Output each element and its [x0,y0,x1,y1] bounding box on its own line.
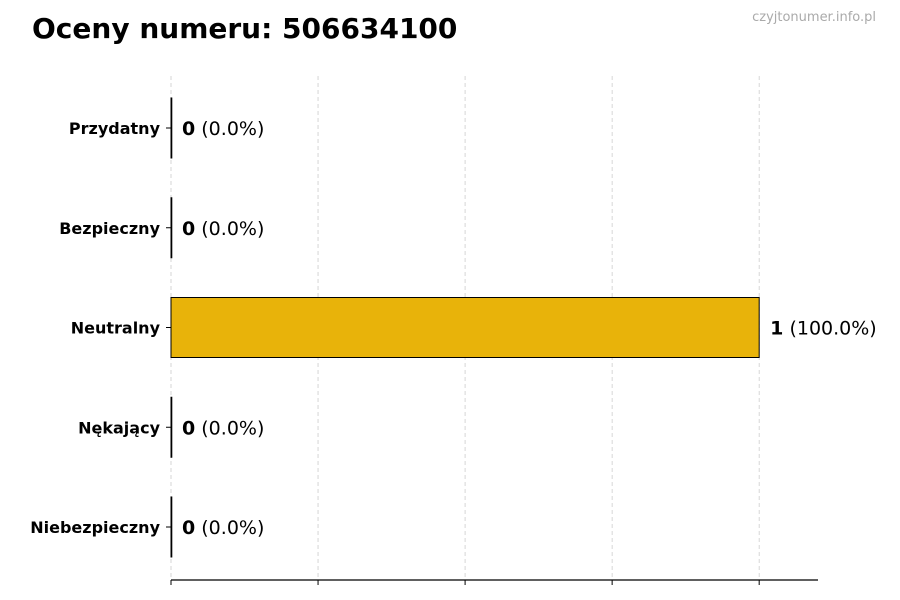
data-label: 0 (0.0%) [182,118,264,140]
data-label-count: 0 [182,218,195,240]
bar [170,197,173,259]
data-label-percent: (0.0%) [195,118,264,140]
data-label-percent: (0.0%) [195,218,264,240]
category-label: Niebezpieczny [30,518,160,537]
chart-title: Oceny numeru: 506634100 [32,12,458,45]
bar [170,496,173,558]
data-label-percent: (0.0%) [195,417,264,439]
watermark: czyjtonumer.info.pl [752,10,876,25]
data-label-count: 0 [182,118,195,140]
data-label: 0 (0.0%) [182,517,264,539]
data-label-count: 0 [182,417,195,439]
data-label-percent: (0.0%) [195,517,264,539]
category-label: Nękający [78,418,160,437]
bar [170,97,173,159]
data-label-percent: (100.0%) [783,318,876,340]
category-label: Bezpieczny [59,219,160,238]
data-label: 0 (0.0%) [182,218,264,240]
data-label-count: 1 [770,318,783,340]
category-label: Neutralny [71,319,161,338]
data-label: 0 (0.0%) [182,417,264,439]
category-label: Przydatny [69,119,161,138]
bar [170,396,173,458]
data-label: 1 (100.0%) [770,318,877,340]
bar [170,297,760,358]
data-label-count: 0 [182,517,195,539]
